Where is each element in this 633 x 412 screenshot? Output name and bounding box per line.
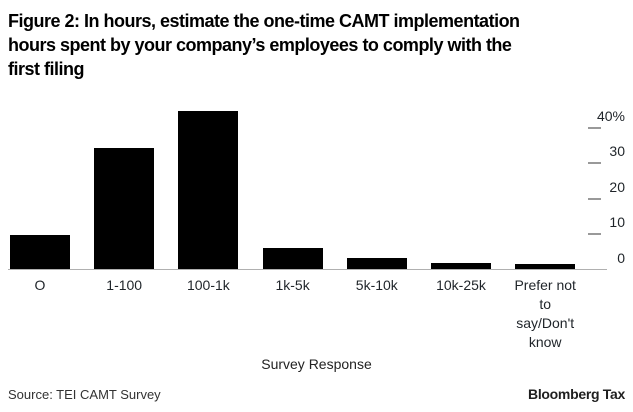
y-tick-mark-30 <box>588 162 601 165</box>
y-tick-label-0: 0 <box>617 250 625 266</box>
bar-prefer-not-to-say-don-t-know <box>515 263 576 269</box>
x-axis-title: Survey Response <box>261 356 372 372</box>
bar-1-100 <box>94 148 155 269</box>
bar-1k-5k <box>262 247 323 269</box>
y-tick-mark-40 <box>588 126 601 129</box>
plot-area <box>8 110 607 270</box>
x-tick-label-prefer-not-to-say-don-t-know: Prefer not to say/Don't know <box>514 277 576 350</box>
chart-title: Figure 2: In hours, estimate the one-tim… <box>8 11 520 79</box>
x-tick-label-5k-10k: 5k-10k <box>355 277 398 293</box>
y-tick-label-30: 30 <box>609 143 625 160</box>
x-tick-label-o: O <box>34 277 46 293</box>
y-tick-mark-20 <box>588 197 601 200</box>
x-tick-label-1k-5k: 1k-5k <box>275 277 310 293</box>
y-tick-label-10: 10 <box>609 214 625 231</box>
x-tick-label-100-1k: 100-1k <box>186 277 230 293</box>
y-tick-label-40: 40% <box>596 107 625 124</box>
x-tick-label-1-100: 1-100 <box>106 277 143 293</box>
bar-10k-25k <box>431 262 491 269</box>
source-note: Source: TEI CAMT Survey <box>8 387 161 402</box>
y-tick-label-20: 20 <box>609 178 625 195</box>
bar-o <box>10 235 70 269</box>
y-tick-mark-10 <box>588 233 601 236</box>
x-tick-label-10k-25k: 10k-25k <box>436 277 486 293</box>
bar-100-1k <box>178 110 239 269</box>
bar-5k-10k <box>346 258 407 269</box>
bloomberg-tax-logo: Bloomberg Tax <box>528 386 625 402</box>
